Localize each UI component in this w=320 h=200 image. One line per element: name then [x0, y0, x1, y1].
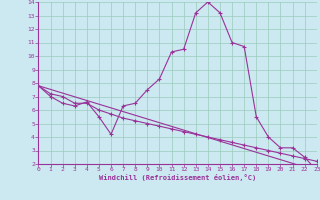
X-axis label: Windchill (Refroidissement éolien,°C): Windchill (Refroidissement éolien,°C)	[99, 174, 256, 181]
